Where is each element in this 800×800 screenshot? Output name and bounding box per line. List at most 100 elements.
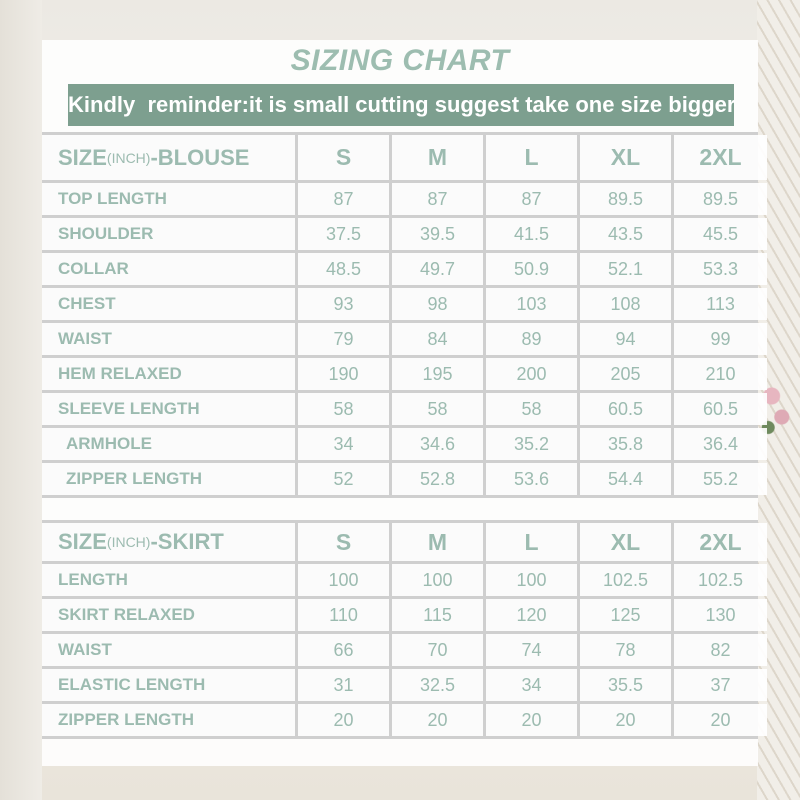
table-cell: 54.4 <box>580 463 671 495</box>
table-cell: 108 <box>580 288 671 320</box>
header-suffix: -BLOUSE <box>150 144 250 170</box>
table-cell: 100 <box>392 564 483 596</box>
blouse-size-table: SIZE (INCH) -BLOUSE S M L XL 2XL TOP LENGTH 87 87 8… <box>42 132 767 498</box>
row-label: TOP LENGTH <box>42 183 295 215</box>
table-cell: 78 <box>580 634 671 666</box>
table-cell: 55.2 <box>674 463 767 495</box>
header-prefix: SIZE <box>58 529 107 554</box>
table-cell: 32.5 <box>392 669 483 701</box>
size-header: M <box>392 135 483 180</box>
reminder-banner: Kindly reminder:it is small cutting sugg… <box>68 84 735 126</box>
size-header: XL <box>580 135 671 180</box>
table-cell: 52 <box>298 463 389 495</box>
header-unit: (INCH) <box>106 534 151 550</box>
table-cell: 103 <box>486 288 577 320</box>
table-cell: 20 <box>392 704 483 736</box>
table-cell: 37.5 <box>298 218 389 250</box>
table-cell: 60.5 <box>580 393 671 425</box>
table-cell: 34 <box>298 428 389 460</box>
table-cell: 34 <box>486 669 577 701</box>
header-prefix: SIZE <box>58 144 107 170</box>
table-cell: 35.5 <box>580 669 671 701</box>
table-cell: 35.2 <box>486 428 577 460</box>
table-cell: 210 <box>674 358 767 390</box>
table-cell: 115 <box>392 599 483 631</box>
table-cell: 99 <box>674 323 767 355</box>
table-cell: 49.7 <box>392 253 483 285</box>
table-header-label: SIZE (INCH) -SKIRT <box>42 523 295 561</box>
table-cell: 20 <box>674 704 767 736</box>
table-cell: 50.9 <box>486 253 577 285</box>
row-label: SHOULDER <box>42 218 295 250</box>
table-cell: 66 <box>298 634 389 666</box>
table-cell: 79 <box>298 323 389 355</box>
header-unit: (INCH) <box>106 149 151 166</box>
size-header: 2XL <box>674 523 767 561</box>
table-cell: 20 <box>486 704 577 736</box>
table-cell: 200 <box>486 358 577 390</box>
table-cell: 125 <box>580 599 671 631</box>
table-cell: 41.5 <box>486 218 577 250</box>
row-label: ELASTIC LENGTH <box>42 669 295 701</box>
size-header: XL <box>580 523 671 561</box>
table-cell: 31 <box>298 669 389 701</box>
row-label: ZIPPER LENGTH <box>42 463 295 495</box>
table-cell: 82 <box>674 634 767 666</box>
table-cell: 20 <box>580 704 671 736</box>
size-header: 2XL <box>674 135 767 180</box>
row-label: HEM RELAXED <box>42 358 295 390</box>
row-label: ARMHOLE <box>42 428 295 460</box>
table-cell: 205 <box>580 358 671 390</box>
table-cell: 102.5 <box>674 564 767 596</box>
table-cell: 37 <box>674 669 767 701</box>
table-cell: 70 <box>392 634 483 666</box>
table-cell: 130 <box>674 599 767 631</box>
table-cell: 36.4 <box>674 428 767 460</box>
row-label: CHEST <box>42 288 295 320</box>
table-cell: 94 <box>580 323 671 355</box>
row-label: WAIST <box>42 634 295 666</box>
page-title: SIZING CHART <box>290 44 510 77</box>
table-cell: 89.5 <box>580 183 671 215</box>
table-cell: 190 <box>298 358 389 390</box>
table-cell: 53.3 <box>674 253 767 285</box>
table-cell: 87 <box>486 183 577 215</box>
table-cell: 120 <box>486 599 577 631</box>
table-cell: 35.8 <box>580 428 671 460</box>
size-header: S <box>298 523 389 561</box>
table-cell: 53.6 <box>486 463 577 495</box>
skirt-size-table: SIZE (INCH) -SKIRT S M L XL 2XL LENGTH 100 100 100 1… <box>42 520 767 739</box>
table-cell: 102.5 <box>580 564 671 596</box>
size-header: M <box>392 523 483 561</box>
table-cell: 39.5 <box>392 218 483 250</box>
background-left <box>0 0 42 800</box>
row-label: SLEEVE LENGTH <box>42 393 295 425</box>
table-cell: 34.6 <box>392 428 483 460</box>
table-cell: 89 <box>486 323 577 355</box>
table-cell: 20 <box>298 704 389 736</box>
table-cell: 100 <box>298 564 389 596</box>
table-cell: 58 <box>486 393 577 425</box>
table-cell: 93 <box>298 288 389 320</box>
table-cell: 74 <box>486 634 577 666</box>
table-cell: 43.5 <box>580 218 671 250</box>
row-label: SKIRT RELAXED <box>42 599 295 631</box>
row-label: LENGTH <box>42 564 295 596</box>
table-cell: 58 <box>298 393 389 425</box>
table-cell: 89.5 <box>674 183 767 215</box>
table-cell: 58 <box>392 393 483 425</box>
size-header: L <box>486 523 577 561</box>
table-cell: 52.8 <box>392 463 483 495</box>
table-cell: 87 <box>392 183 483 215</box>
table-cell: 84 <box>392 323 483 355</box>
size-header: L <box>486 135 577 180</box>
table-cell: 52.1 <box>580 253 671 285</box>
background-lattice <box>757 0 800 800</box>
table-cell: 100 <box>486 564 577 596</box>
table-cell: 48.5 <box>298 253 389 285</box>
table-cell: 60.5 <box>674 393 767 425</box>
table-header-label: SIZE (INCH) -BLOUSE <box>42 135 295 180</box>
row-label: ZIPPER LENGTH <box>42 704 295 736</box>
table-cell: 110 <box>298 599 389 631</box>
table-cell: 45.5 <box>674 218 767 250</box>
